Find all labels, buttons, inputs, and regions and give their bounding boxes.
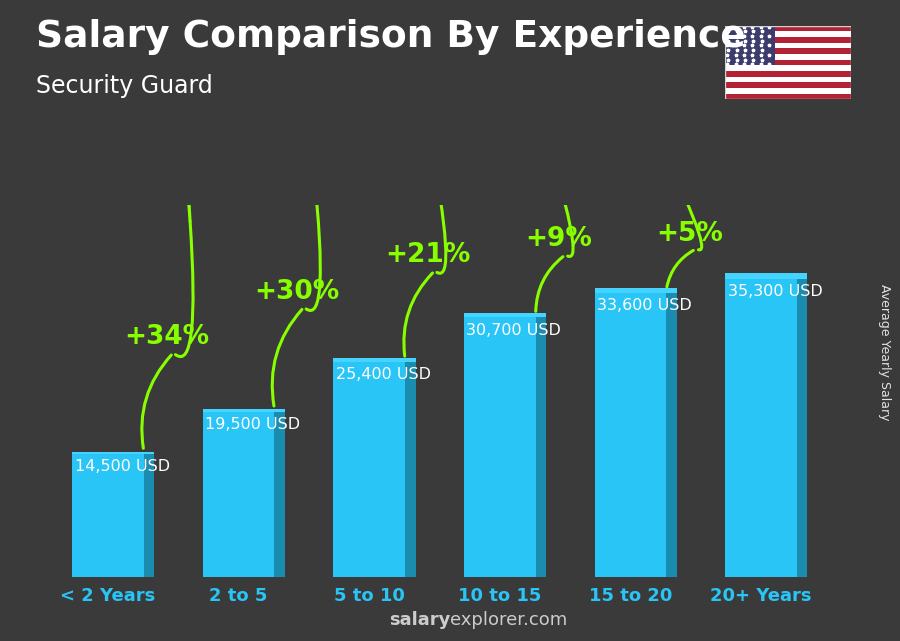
Polygon shape xyxy=(144,454,154,577)
Text: 25,400 USD: 25,400 USD xyxy=(336,367,431,382)
Polygon shape xyxy=(333,358,416,362)
Text: Salary Comparison By Experience: Salary Comparison By Experience xyxy=(36,19,746,55)
Bar xyxy=(724,48,850,54)
Polygon shape xyxy=(405,362,416,577)
Polygon shape xyxy=(202,409,285,412)
Bar xyxy=(724,60,850,65)
Polygon shape xyxy=(536,317,546,577)
Bar xyxy=(724,43,850,48)
Bar xyxy=(724,31,850,37)
FancyArrowPatch shape xyxy=(404,273,433,356)
FancyArrowPatch shape xyxy=(0,0,702,250)
Bar xyxy=(724,37,850,43)
Bar xyxy=(724,71,850,77)
Text: +5%: +5% xyxy=(656,221,723,247)
Text: 33,600 USD: 33,600 USD xyxy=(597,298,692,313)
FancyArrowPatch shape xyxy=(0,0,573,256)
Text: salary: salary xyxy=(389,612,450,629)
Polygon shape xyxy=(72,452,154,454)
FancyBboxPatch shape xyxy=(725,279,797,577)
Text: +30%: +30% xyxy=(255,279,340,305)
FancyArrowPatch shape xyxy=(536,256,562,312)
Bar xyxy=(724,26,850,31)
Text: 14,500 USD: 14,500 USD xyxy=(75,460,170,474)
Bar xyxy=(724,77,850,82)
Bar xyxy=(724,26,775,65)
FancyArrowPatch shape xyxy=(142,355,171,448)
Polygon shape xyxy=(274,412,285,577)
Text: 19,500 USD: 19,500 USD xyxy=(205,417,301,432)
FancyBboxPatch shape xyxy=(333,362,405,577)
Text: 30,700 USD: 30,700 USD xyxy=(466,322,562,338)
FancyBboxPatch shape xyxy=(72,454,144,577)
Polygon shape xyxy=(666,293,677,577)
Text: 35,300 USD: 35,300 USD xyxy=(728,284,823,299)
Polygon shape xyxy=(797,279,807,577)
Text: Security Guard: Security Guard xyxy=(36,74,212,97)
Text: Average Yearly Salary: Average Yearly Salary xyxy=(878,285,890,420)
FancyArrowPatch shape xyxy=(0,0,194,356)
Polygon shape xyxy=(725,273,807,279)
FancyArrowPatch shape xyxy=(0,0,446,273)
FancyArrowPatch shape xyxy=(0,0,320,310)
FancyArrowPatch shape xyxy=(272,310,302,406)
Bar xyxy=(724,54,850,60)
Text: explorer.com: explorer.com xyxy=(450,612,567,629)
Text: +34%: +34% xyxy=(124,324,209,351)
FancyBboxPatch shape xyxy=(595,293,666,577)
Bar xyxy=(724,94,850,99)
Bar xyxy=(724,82,850,88)
Polygon shape xyxy=(595,288,677,293)
Text: +21%: +21% xyxy=(385,242,471,269)
FancyBboxPatch shape xyxy=(464,317,536,577)
Bar xyxy=(724,88,850,94)
Polygon shape xyxy=(464,313,546,317)
FancyBboxPatch shape xyxy=(202,412,274,577)
Bar xyxy=(724,65,850,71)
Text: +9%: +9% xyxy=(525,226,592,253)
FancyArrowPatch shape xyxy=(667,251,693,287)
